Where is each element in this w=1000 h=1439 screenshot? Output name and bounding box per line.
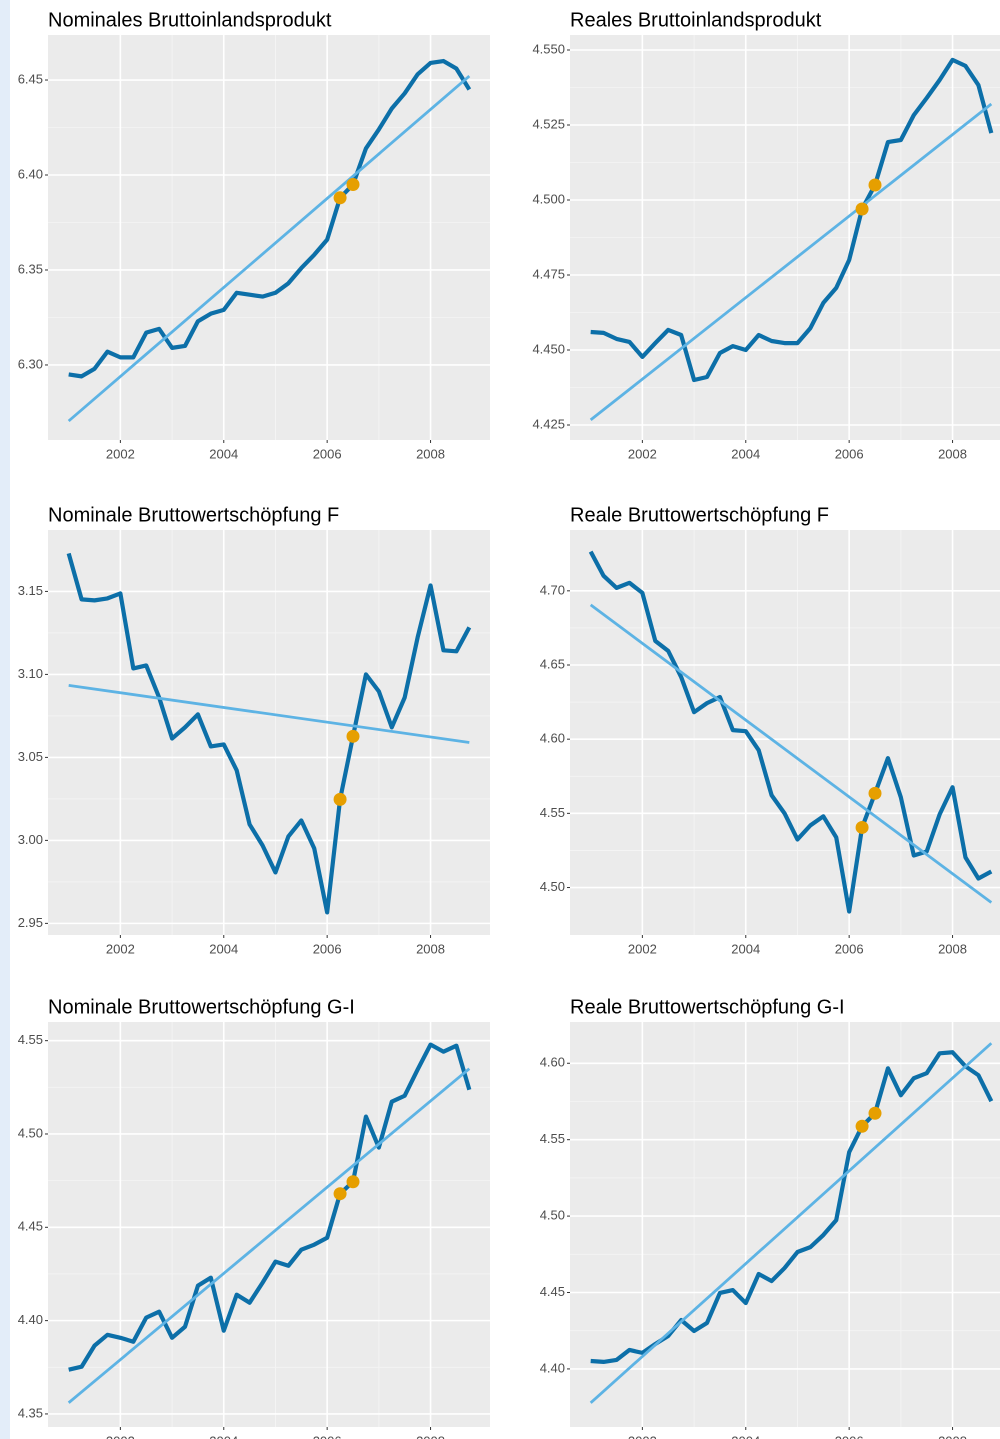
trend-line <box>68 683 470 744</box>
y-tick-label: 2.95 <box>18 915 43 930</box>
x-tick-label: 2002 <box>106 1433 135 1439</box>
highlight-point <box>333 1187 347 1201</box>
x-tick-label: 2008 <box>416 941 445 956</box>
y-tick-label: 3.05 <box>18 749 43 764</box>
plot-background <box>48 35 490 440</box>
y-tick-label: 3.10 <box>18 666 43 681</box>
x-tick-label: 2002 <box>628 1433 657 1439</box>
y-tick-label: 4.500 <box>532 191 565 206</box>
y-tick-label: 4.45 <box>18 1219 43 1234</box>
x-tick-label: 2002 <box>106 941 135 956</box>
y-tick-label: 4.55 <box>540 1131 565 1146</box>
x-tick-label: 2006 <box>313 1433 342 1439</box>
data-line <box>68 1042 472 1372</box>
y-tick-label: 6.30 <box>18 356 43 371</box>
x-tick-label: 2008 <box>416 1433 445 1439</box>
highlight-point <box>855 202 869 216</box>
y-tick-label: 4.40 <box>18 1312 43 1327</box>
x-tick-label: 2004 <box>731 941 760 956</box>
x-tick-label: 2006 <box>313 446 342 461</box>
x-tick-label: 2002 <box>628 446 657 461</box>
x-tick-label: 2002 <box>628 941 657 956</box>
highlight-point <box>346 1175 360 1189</box>
trend-line <box>589 603 993 904</box>
highlight-point <box>855 1119 869 1133</box>
plot-area <box>48 1022 490 1427</box>
y-tick-label: 4.475 <box>532 266 565 281</box>
x-tick-label: 2008 <box>938 1433 967 1439</box>
y-tick-label: 4.50 <box>18 1125 43 1140</box>
plot-area <box>570 1022 1000 1427</box>
y-tick-label: 4.55 <box>18 1032 43 1047</box>
y-tick-label: 4.60 <box>540 731 565 746</box>
y-tick-label: 6.40 <box>18 166 43 181</box>
panel-title: Nominale Bruttowertschöpfung F <box>48 504 339 526</box>
plot-background <box>570 1022 1000 1427</box>
x-tick-label: 2006 <box>313 941 342 956</box>
x-tick-label: 2002 <box>106 446 135 461</box>
y-tick-label: 4.70 <box>540 582 565 597</box>
plot-area <box>48 530 490 935</box>
x-tick-label: 2006 <box>835 1433 864 1439</box>
y-tick-label: 3.15 <box>18 583 43 598</box>
y-tick-label: 6.35 <box>18 261 43 276</box>
data-line <box>68 58 472 379</box>
plot-area <box>48 35 490 440</box>
trend-line <box>589 102 993 421</box>
x-tick-label: 2008 <box>938 941 967 956</box>
y-tick-label: 4.65 <box>540 656 565 671</box>
x-tick-label: 2008 <box>938 446 967 461</box>
trend-line <box>67 1067 471 1404</box>
panel-title: Nominales Bruttoinlandsprodukt <box>48 9 332 31</box>
panel-title: Reale Bruttowertschöpfung G-I <box>570 996 845 1018</box>
y-tick-label: 4.55 <box>540 805 565 820</box>
trend-line <box>589 1042 993 1404</box>
highlight-point <box>346 178 360 192</box>
plot-area <box>570 35 1000 440</box>
highlight-point <box>333 191 347 205</box>
y-tick-label: 4.40 <box>540 1360 565 1375</box>
panel-title: Reales Bruttoinlandsprodukt <box>570 9 822 31</box>
y-tick-label: 4.525 <box>532 116 565 131</box>
highlight-point <box>868 178 882 192</box>
panel-title: Reale Bruttowertschöpfung F <box>570 504 829 526</box>
highlight-point <box>346 729 360 743</box>
y-tick-label: 4.425 <box>532 416 565 431</box>
y-tick-label: 4.45 <box>540 1284 565 1299</box>
y-tick-label: 6.45 <box>18 71 43 86</box>
plot-area <box>570 530 1000 935</box>
y-tick-label: 3.00 <box>18 832 43 847</box>
highlight-point <box>868 1106 882 1120</box>
y-tick-label: 4.60 <box>540 1055 565 1070</box>
panel-title: Nominale Bruttowertschöpfung G-I <box>48 996 355 1018</box>
highlight-point <box>855 820 869 834</box>
x-tick-label: 2004 <box>731 1433 760 1439</box>
x-tick-label: 2008 <box>416 446 445 461</box>
highlight-point <box>868 786 882 800</box>
x-tick-label: 2004 <box>209 1433 238 1439</box>
highlight-point <box>333 792 347 806</box>
data-line <box>590 57 994 383</box>
x-tick-label: 2004 <box>209 941 238 956</box>
y-tick-label: 4.50 <box>540 879 565 894</box>
x-tick-label: 2004 <box>731 446 760 461</box>
x-tick-label: 2006 <box>835 446 864 461</box>
y-tick-label: 4.50 <box>540 1208 565 1223</box>
data-line <box>66 552 472 915</box>
x-tick-label: 2006 <box>835 941 864 956</box>
y-tick-label: 4.35 <box>18 1405 43 1420</box>
x-tick-label: 2004 <box>209 446 238 461</box>
y-tick-label: 4.450 <box>532 341 565 356</box>
trend-line <box>67 74 471 423</box>
y-tick-label: 4.550 <box>532 41 565 56</box>
